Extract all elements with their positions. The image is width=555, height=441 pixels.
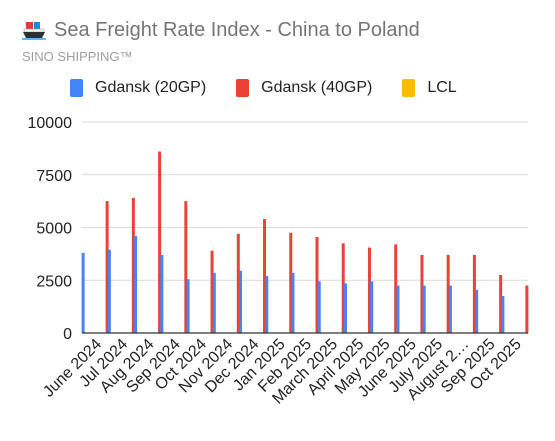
bar xyxy=(134,235,138,333)
legend-label: Gdansk (40GP) xyxy=(261,79,373,96)
bar xyxy=(265,276,269,333)
bar xyxy=(160,254,164,333)
bar xyxy=(186,279,190,333)
title-row: Sea Freight Rate Index - China to Poland xyxy=(22,18,420,42)
chart-title: Sea Freight Rate Index - China to Poland xyxy=(54,18,420,41)
bar xyxy=(239,270,243,333)
legend-label: Gdansk (20GP) xyxy=(95,79,207,96)
bar xyxy=(131,197,135,333)
y-tick-label: 0 xyxy=(63,326,72,343)
ship-icon xyxy=(22,22,46,40)
legend-swatch xyxy=(70,79,83,97)
legend: Gdansk (20GP) Gdansk (40GP) LCL xyxy=(70,79,487,97)
bar xyxy=(291,272,295,333)
legend-label: LCL xyxy=(427,79,457,96)
y-tick-label: 5000 xyxy=(36,221,72,238)
bar xyxy=(81,252,85,333)
bar xyxy=(184,201,188,333)
bar xyxy=(367,247,371,333)
bar xyxy=(448,285,452,333)
bar xyxy=(499,274,503,333)
legend-item: Gdansk (20GP) xyxy=(70,79,206,97)
legend-item: Gdansk (40GP) xyxy=(236,79,372,97)
bar xyxy=(420,254,424,333)
bar xyxy=(236,233,240,333)
bar xyxy=(343,283,347,333)
y-tick-label: 10000 xyxy=(28,115,73,132)
y-tick-label: 2500 xyxy=(36,273,72,290)
y-tick-label: 7500 xyxy=(36,168,72,185)
bar xyxy=(501,296,505,333)
bar xyxy=(107,249,111,333)
bar xyxy=(315,236,319,333)
legend-swatch xyxy=(236,79,250,97)
bar xyxy=(105,201,109,333)
bar xyxy=(475,289,479,333)
bar xyxy=(317,281,321,333)
bar xyxy=(370,281,374,333)
bar xyxy=(396,285,400,333)
bar xyxy=(472,254,476,333)
bar xyxy=(422,285,426,333)
legend-item: LCL xyxy=(402,79,457,97)
bar xyxy=(341,243,345,333)
bar xyxy=(289,232,293,333)
bar xyxy=(263,219,267,333)
bar xyxy=(525,285,529,333)
bar xyxy=(394,244,398,333)
bar xyxy=(210,250,214,333)
bar xyxy=(446,254,450,333)
legend-swatch xyxy=(402,79,416,97)
bar xyxy=(158,151,162,333)
bar xyxy=(212,272,216,333)
chart-subtitle: SINO SHIPPING™ xyxy=(22,49,133,64)
